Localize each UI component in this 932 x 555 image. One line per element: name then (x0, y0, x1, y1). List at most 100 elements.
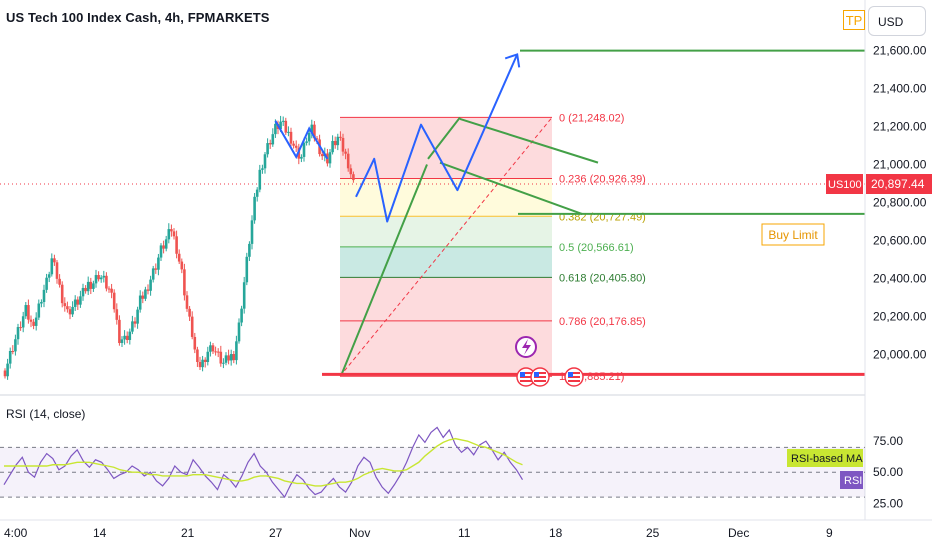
buy-limit-label: Buy Limit (768, 228, 818, 242)
candle-body (177, 253, 181, 262)
candle (341, 133, 345, 156)
candle (102, 270, 106, 283)
candle (110, 283, 113, 299)
candle (331, 135, 334, 155)
candle-body (263, 154, 267, 169)
candle (214, 346, 217, 356)
candle-body (292, 143, 295, 146)
candle (266, 138, 269, 158)
candle-body (222, 362, 225, 364)
time-axis-tick: Dec (728, 526, 749, 540)
candle-body (248, 243, 251, 257)
candle-body (305, 141, 308, 143)
candle-body (209, 345, 212, 352)
candle-body (172, 231, 176, 237)
candle (81, 283, 85, 301)
candle (94, 269, 98, 288)
candle-body (289, 131, 293, 144)
price-axis-tick: 20,800.00 (873, 196, 927, 210)
candle-body (27, 305, 30, 320)
candle-body (339, 136, 342, 138)
candle (190, 311, 194, 340)
flag-stripe (520, 380, 532, 382)
candle (183, 263, 186, 301)
candle-body (47, 274, 51, 278)
candle-body (11, 350, 15, 352)
candle (141, 291, 145, 304)
candle-body (123, 335, 126, 340)
flag-stripe (534, 372, 546, 374)
candle (120, 336, 124, 348)
time-axis-tick: Nov (349, 526, 370, 540)
candle-body (120, 339, 124, 344)
candle (118, 315, 121, 346)
fib-zone-1 (340, 178, 552, 217)
candle (60, 281, 64, 308)
candle (281, 116, 285, 126)
candle (32, 318, 35, 330)
candle (339, 131, 342, 141)
flag-stripe (520, 376, 532, 378)
candle (68, 305, 72, 320)
candle (164, 235, 168, 252)
currency-button[interactable]: USD (868, 6, 926, 36)
candle (253, 193, 256, 224)
candle-body (146, 289, 150, 291)
candle (310, 119, 314, 139)
rsi-axis-tick: 50.00 (873, 465, 903, 479)
candle (125, 331, 129, 344)
time-axis-tick: 9 (826, 526, 833, 540)
candle (248, 241, 251, 261)
rsi-ma-tag-label: RSI-based MA (791, 453, 863, 465)
candle (242, 276, 246, 314)
candle (201, 355, 204, 372)
projection-path (355, 53, 519, 223)
symbol-tag-box (826, 174, 863, 195)
candle-body (190, 316, 194, 337)
candle (79, 290, 82, 308)
candle (37, 299, 41, 321)
candle-body (203, 359, 207, 363)
price-axis-tick: 21,400.00 (873, 82, 927, 96)
fib-zone-2 (340, 216, 552, 247)
candle (268, 139, 272, 149)
candle (157, 253, 160, 276)
candle-body (261, 168, 264, 170)
flag-wave (274, 120, 329, 160)
flag-stripe (520, 372, 532, 374)
candle (63, 297, 67, 312)
candle-body (71, 306, 74, 315)
candle (305, 137, 308, 146)
candle-body (232, 354, 236, 361)
rsi-tag-box (840, 471, 863, 489)
flag-canton (568, 372, 573, 377)
candle-body (336, 136, 340, 146)
candle-body (216, 351, 220, 353)
candle-body (198, 362, 202, 368)
candle-body (300, 156, 303, 159)
candle (193, 332, 197, 354)
candle-body (99, 277, 103, 280)
rsi-title: RSI (14, close) (6, 407, 86, 421)
candle-body (211, 345, 215, 352)
event-icons (515, 336, 584, 387)
tp-badge[interactable]: TP (843, 10, 865, 30)
projection-arrowhead (504, 53, 521, 68)
candle-body (50, 258, 54, 275)
candle (123, 330, 126, 345)
candle (131, 315, 134, 335)
candle (216, 348, 220, 358)
candle-body (55, 262, 59, 279)
candle (151, 265, 155, 283)
candle (177, 249, 181, 265)
candle-body (224, 355, 228, 363)
candle-body (255, 189, 259, 197)
price-axis-tick: 20,200.00 (873, 309, 927, 323)
candle-body (170, 229, 173, 232)
candle (180, 258, 184, 274)
candle-body (68, 309, 72, 315)
candle-body (92, 283, 95, 289)
rsi-ma-tag-box (787, 449, 863, 467)
time-axis-tick: 18 (549, 526, 563, 540)
